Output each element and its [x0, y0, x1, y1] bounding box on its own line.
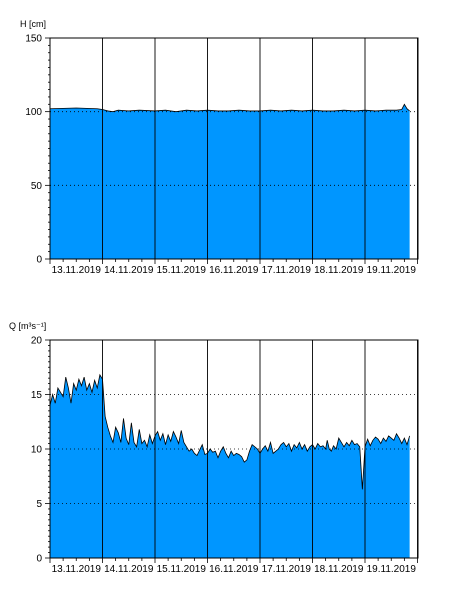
x-tick-label: 18.11.2019 [314, 564, 364, 575]
x-tick-label: 18.11.2019 [314, 265, 364, 276]
y-tick-label: 150 [25, 34, 42, 45]
series-area [50, 374, 410, 558]
x-tick-label: 13.11.2019 [52, 564, 102, 575]
y-tick-label: 0 [36, 255, 42, 266]
y-tick-label: 100 [25, 107, 42, 118]
series-line [49, 373, 411, 490]
x-tick-label: 19.11.2019 [367, 564, 417, 575]
x-tick-label: 14.11.2019 [104, 265, 154, 276]
x-tick-label: 14.11.2019 [104, 564, 154, 575]
x-tick-label: 17.11.2019 [262, 265, 312, 276]
x-tick-label: 16.11.2019 [209, 564, 259, 575]
y-tick-label: 20 [31, 336, 43, 347]
y-tick-label: 5 [36, 499, 42, 510]
x-tick-label: 16.11.2019 [209, 265, 259, 276]
y-tick-label: 50 [31, 181, 43, 192]
series-area [50, 104, 410, 259]
y-tick-label: 15 [31, 390, 43, 401]
y-axis-title: Q [m³s⁻¹] [9, 321, 46, 331]
series-line [49, 103, 410, 113]
x-tick-label: 19.11.2019 [367, 265, 417, 276]
y-axis-title: H [cm] [20, 19, 46, 29]
y-tick-label: 10 [31, 445, 43, 456]
y-tick-label: 0 [36, 554, 42, 565]
x-tick-label: 15.11.2019 [157, 265, 207, 276]
x-tick-label: 13.11.2019 [52, 265, 102, 276]
chart-panel-2: 0 5 10 15 20 13.11.2019 14.11.2019 15.11.2019 16… [9, 321, 419, 575]
x-tick-label: 17.11.2019 [262, 564, 312, 575]
x-tick-label: 15.11.2019 [157, 564, 207, 575]
